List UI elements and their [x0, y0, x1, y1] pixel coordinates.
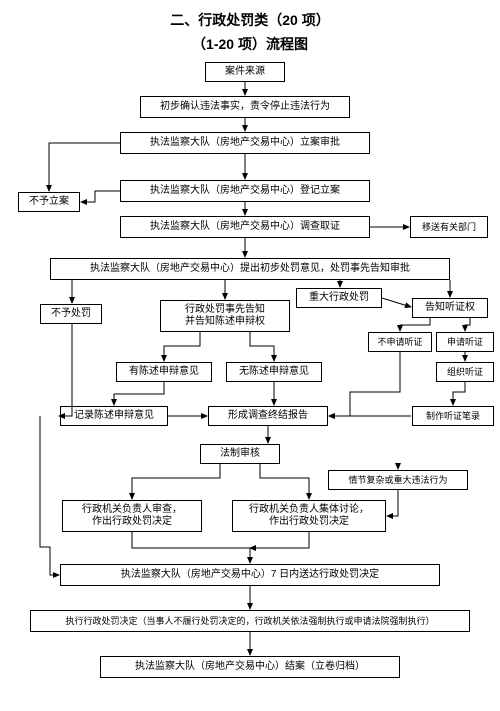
node-hearing-record: 制作听证笔录	[412, 406, 494, 426]
node-decision-a: 行政机关负责人审查， 作出行政处罚决定	[62, 500, 202, 532]
node-major: 重大行政处罚	[296, 288, 382, 308]
node-complex: 情节复杂或重大违法行为	[328, 470, 468, 490]
node-investigate: 执法监察大队（房地产交易中心）调查取证	[120, 216, 370, 238]
node-transfer: 移送有关部门	[410, 216, 488, 238]
node-no-file: 不予立案	[18, 192, 80, 212]
node-close: 执法监察大队（房地产交易中心）结案（立卷归档）	[100, 656, 400, 678]
node-hold-hearing: 组织听证	[436, 362, 494, 382]
node-apply-hearing: 申请听证	[436, 332, 494, 352]
node-approve: 执法监察大队（房地产交易中心）立案审批	[120, 132, 370, 154]
node-no-hearing: 不申请听证	[368, 332, 432, 352]
node-decision-b: 行政机关负责人集体讨论， 作出行政处罚决定	[232, 500, 386, 532]
node-execute: 执行行政处罚决定（当事人不履行处罚决定的，行政机关依法强制执行或申请法院强制执行…	[30, 610, 470, 632]
node-no-defense: 无陈述申辩意见	[226, 362, 322, 382]
node-deliver: 执法监察大队（房地产交易中心）7 日内送达行政处罚决定	[60, 564, 440, 586]
node-report: 形成调查终结报告	[208, 406, 328, 426]
node-hearing-right: 告知听证权	[412, 298, 488, 318]
node-notify: 行政处罚事先告知 并告知陈述申辩权	[160, 300, 290, 332]
node-source: 案件来源	[205, 62, 285, 82]
node-register: 执法监察大队（房地产交易中心）登记立案	[120, 180, 370, 202]
page-title-2: （1-20 项）流程图	[0, 34, 500, 54]
node-no-penalty: 不予处罚	[40, 304, 102, 324]
node-record-defense: 记录陈述申辩意见	[60, 406, 168, 426]
node-opinion: 执法监察大队（房地产交易中心）提出初步处罚意见，处罚事先告知审批	[50, 258, 450, 280]
node-confirm: 初步确认违法事实，责令停止违法行为	[140, 96, 350, 118]
node-legal-review: 法制审核	[200, 444, 280, 464]
page-title-1: 二、行政处罚类（20 项）	[0, 10, 500, 30]
node-has-defense: 有陈述申辩意见	[116, 362, 212, 382]
